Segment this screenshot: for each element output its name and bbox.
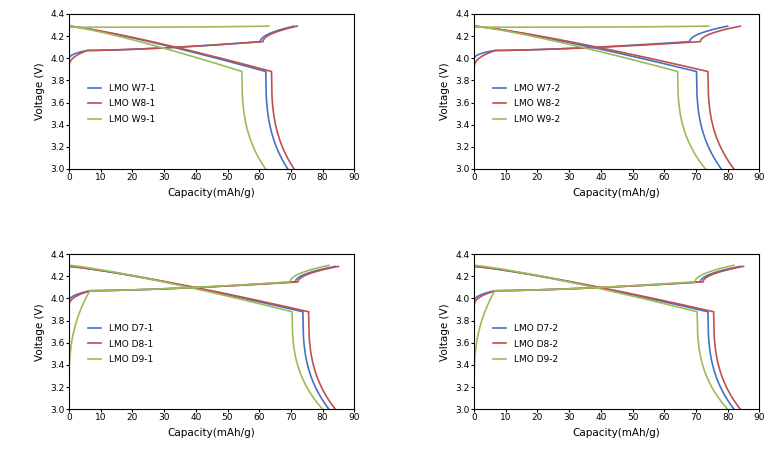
Legend: LMO D7-2, LMO D8-2, LMO D9-2: LMO D7-2, LMO D8-2, LMO D9-2	[493, 324, 558, 364]
Y-axis label: Voltage (V): Voltage (V)	[440, 63, 450, 120]
Legend: LMO W7-1, LMO W8-1, LMO W9-1: LMO W7-1, LMO W8-1, LMO W9-1	[87, 84, 155, 124]
X-axis label: Capacity(mAh/g): Capacity(mAh/g)	[573, 428, 660, 438]
X-axis label: Capacity(mAh/g): Capacity(mAh/g)	[573, 188, 660, 198]
Y-axis label: Voltage (V): Voltage (V)	[35, 303, 45, 360]
Legend: LMO D7-1, LMO D8-1, LMO D9-1: LMO D7-1, LMO D8-1, LMO D9-1	[87, 324, 153, 364]
Y-axis label: Voltage (V): Voltage (V)	[440, 303, 450, 360]
X-axis label: Capacity(mAh/g): Capacity(mAh/g)	[168, 428, 255, 438]
Legend: LMO W7-2, LMO W8-2, LMO W9-2: LMO W7-2, LMO W8-2, LMO W9-2	[493, 84, 560, 124]
X-axis label: Capacity(mAh/g): Capacity(mAh/g)	[168, 188, 255, 198]
Y-axis label: Voltage (V): Voltage (V)	[35, 63, 45, 120]
